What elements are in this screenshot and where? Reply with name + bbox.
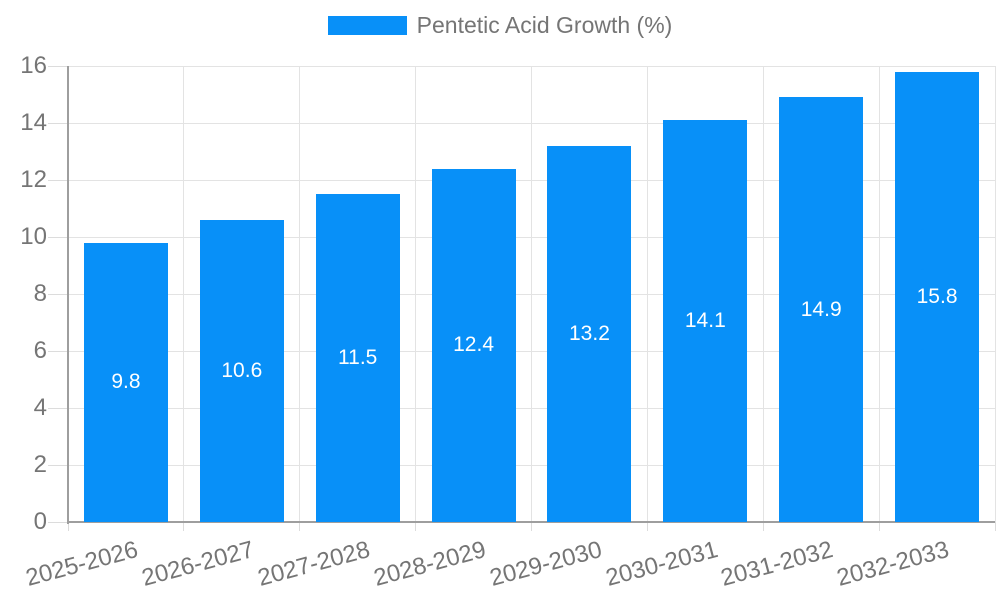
y-axis-tick-label: 12 (20, 166, 47, 193)
x-axis-tick-label: 2027-2028 (254, 536, 373, 592)
bar-value-label: 9.8 (111, 370, 141, 394)
bar: 9.8 (83, 242, 168, 522)
x-axis-tick (646, 522, 648, 531)
x-axis-tick (762, 522, 764, 531)
x-axis-tick (415, 522, 417, 531)
bar: 14.1 (663, 120, 748, 522)
legend: Pentetic Acid Growth (%) (0, 12, 1000, 39)
y-axis-tick (48, 236, 68, 238)
y-axis-tick (48, 65, 68, 67)
y-axis-tick (48, 350, 68, 352)
gridline-vertical (994, 66, 996, 522)
y-axis-tick-label: 16 (20, 52, 47, 79)
bar-value-label: 15.8 (916, 284, 958, 308)
y-axis-tick-label: 6 (33, 337, 47, 364)
gridline-vertical (183, 66, 185, 522)
bar-value-label: 11.5 (338, 346, 378, 370)
x-axis-tick-label: 2030-2031 (602, 536, 721, 592)
bar-value-label: 14.1 (684, 309, 726, 333)
gridline-vertical (299, 66, 301, 522)
y-axis-tick-label: 2 (33, 451, 47, 478)
y-axis-tick (48, 407, 68, 409)
gridline-vertical (646, 66, 648, 522)
y-axis-tick-label: 0 (33, 508, 47, 535)
bar: 14.9 (779, 97, 864, 522)
y-axis-tick (48, 122, 68, 124)
y-axis-tick-label: 10 (20, 223, 47, 250)
x-axis-tick-label: 2029-2030 (486, 536, 605, 592)
x-axis-tick-label: 2031-2032 (718, 536, 837, 592)
legend-swatch (327, 16, 407, 35)
x-axis-line (68, 521, 995, 523)
x-axis-tick (531, 522, 532, 531)
y-axis-line (67, 66, 69, 524)
gridline-vertical (762, 66, 764, 522)
bar: 13.2 (547, 145, 632, 522)
bar: 15.8 (895, 71, 980, 522)
bar: 10.6 (199, 219, 284, 522)
bar-value-label: 13.2 (569, 321, 610, 345)
y-axis-tick-label: 4 (33, 394, 47, 421)
bar-value-label: 14.9 (800, 297, 842, 321)
bar: 12.4 (431, 168, 516, 522)
bar-value-label: 10.6 (221, 358, 263, 382)
x-axis-tick-label: 2026-2027 (138, 536, 257, 592)
bar-value-label: 12.4 (453, 333, 494, 357)
y-axis-tick-label: 8 (33, 280, 47, 307)
bar: 11.5 (315, 194, 400, 522)
gridline-vertical (415, 66, 417, 522)
x-axis-tick-label: 2028-2029 (370, 536, 489, 592)
x-axis-tick (878, 522, 880, 531)
y-axis-tick-label: 14 (20, 109, 47, 136)
y-axis-tick (48, 179, 68, 181)
legend-label: Pentetic Acid Growth (%) (416, 12, 673, 38)
gridline-vertical (878, 66, 880, 522)
y-axis-tick (48, 293, 68, 295)
x-axis-tick (994, 522, 996, 531)
x-axis-tick-label: 2025-2026 (23, 536, 141, 592)
x-axis-tick (299, 522, 301, 531)
y-axis-tick (48, 521, 68, 523)
gridline-vertical (531, 66, 532, 522)
x-axis-tick-label: 2032-2033 (834, 536, 953, 592)
y-axis-tick (48, 464, 68, 466)
x-axis-tick (67, 522, 69, 531)
x-axis-tick (183, 522, 185, 531)
